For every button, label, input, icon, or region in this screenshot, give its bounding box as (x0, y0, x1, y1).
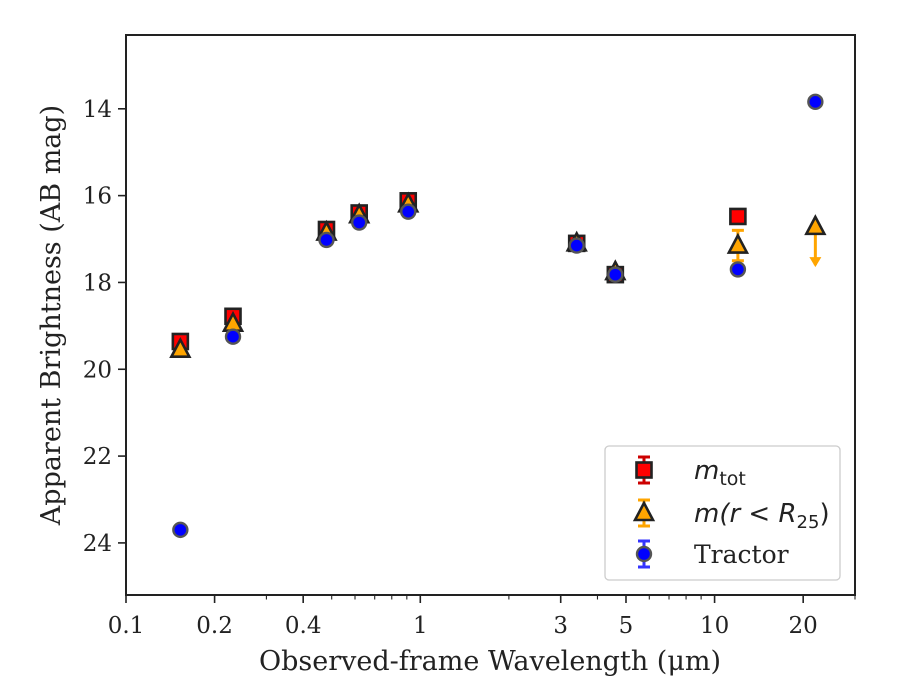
data-point-triangle (169, 336, 192, 359)
legend-marker-triangle (632, 500, 656, 522)
data-point-circle (568, 237, 585, 254)
y-tick-label: 20 (83, 357, 112, 383)
data-point-circle (172, 521, 189, 539)
x-tick-label: 5 (619, 613, 634, 639)
series-2 (172, 93, 824, 539)
y-tick-label: 22 (83, 444, 112, 470)
data-point-circle (400, 203, 417, 220)
y-tick-label: 24 (83, 531, 112, 557)
x-axis-label: Observed-frame Wavelength (μm) (259, 646, 721, 677)
data-marks (169, 93, 827, 539)
data-point-circle (729, 261, 747, 278)
legend-marker-square (635, 461, 653, 479)
data-point-circle (807, 93, 824, 111)
x-tick-label: 0.2 (196, 613, 233, 639)
legend: mtot m(r < R25) Tractor (604, 445, 841, 581)
legend-box (604, 445, 841, 581)
x-tick-label: 0.4 (285, 613, 322, 639)
data-point-square (729, 207, 747, 226)
axis-ticks: 0.1 0.2 0.4 1 3 5 10 20 14 16 18 20 22 24 (83, 97, 856, 639)
upper-limit-arrow (809, 257, 822, 268)
x-tick-label: 20 (789, 613, 818, 639)
data-point-circle (607, 266, 624, 283)
x-tick-label: 1 (413, 613, 428, 639)
data-point-triangle (804, 214, 827, 236)
legend-label: Tractor (694, 540, 789, 569)
x-tick-label: 0.1 (108, 613, 145, 639)
y-tick-label: 18 (83, 270, 112, 296)
data-point-triangle (726, 232, 750, 254)
y-tick-label: 16 (83, 184, 112, 210)
legend-label: mtot (694, 456, 746, 490)
legend-label: m(r < R25) (694, 499, 830, 533)
x-tick-label: 3 (553, 613, 568, 639)
data-point-circle (224, 328, 242, 345)
y-axis-label: Apparent Brightness (AB mag) (36, 105, 67, 526)
plot-frame (125, 34, 856, 596)
data-point-circle (318, 231, 335, 249)
x-tick-label: 10 (700, 613, 729, 639)
legend-marker-circle (635, 545, 653, 563)
data-point-circle (350, 214, 368, 231)
y-tick-label: 14 (83, 97, 112, 123)
